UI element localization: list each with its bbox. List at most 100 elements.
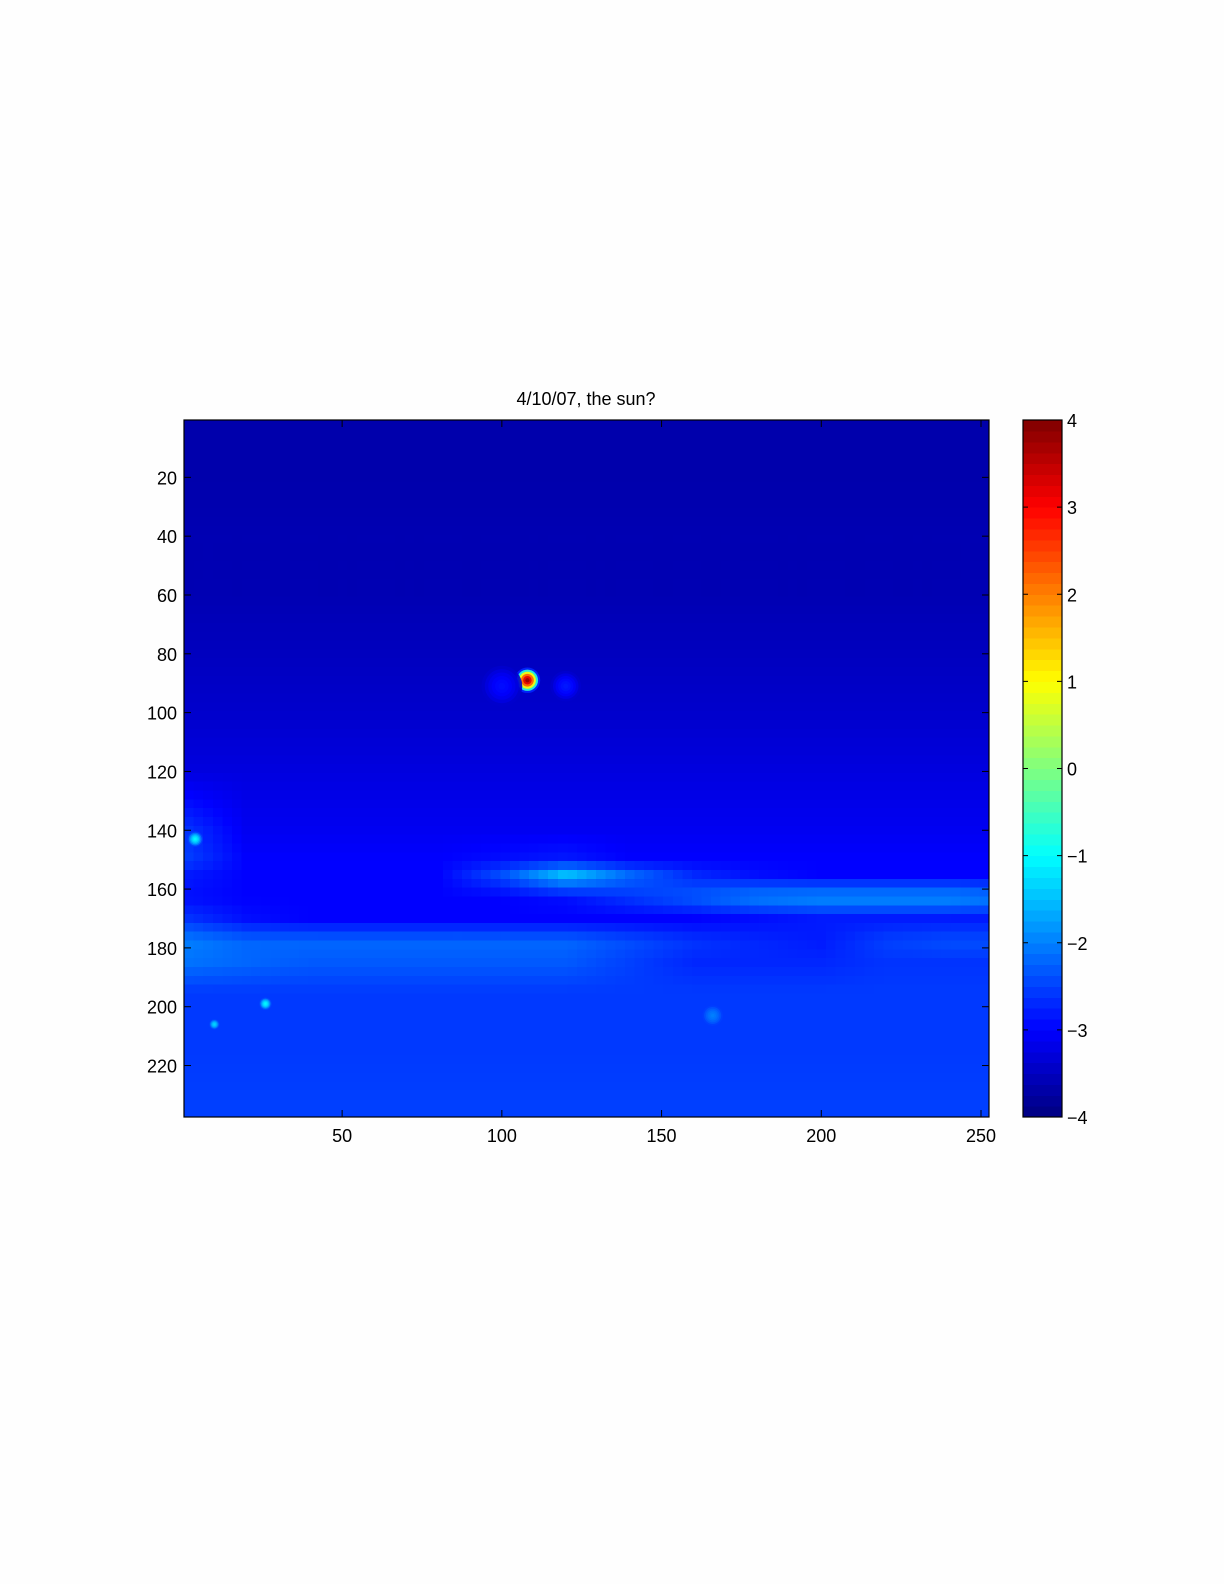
heatmap-cell xyxy=(912,578,923,589)
heatmap-cell xyxy=(806,543,818,553)
heatmap-cell xyxy=(931,799,942,809)
heatmap-cell xyxy=(701,552,712,562)
heatmap-cell xyxy=(969,711,981,721)
heatmap-cell xyxy=(452,861,463,871)
heatmap-cell xyxy=(672,817,683,827)
heatmap-cell xyxy=(184,719,195,730)
heatmap-cell xyxy=(749,481,760,492)
heatmap-cell xyxy=(576,569,588,580)
heatmap-cell xyxy=(231,728,243,739)
heatmap-cell xyxy=(711,790,722,800)
heatmap-cell xyxy=(519,561,530,571)
heatmap-cell xyxy=(778,869,789,880)
heatmap-cell xyxy=(442,852,453,862)
heatmap-cell xyxy=(490,764,501,774)
heatmap-cell xyxy=(941,437,952,448)
heatmap-cell xyxy=(845,481,856,492)
heatmap-cell xyxy=(969,878,981,889)
heatmap-cell xyxy=(299,843,310,853)
heatmap-cell xyxy=(720,878,731,889)
heatmap-cell xyxy=(308,640,319,650)
heatmap-cell xyxy=(548,578,559,589)
heatmap-cell xyxy=(730,772,741,783)
heatmap-cell xyxy=(644,799,655,809)
heatmap-cell xyxy=(778,693,789,703)
heatmap-cell xyxy=(452,825,463,836)
heatmap-cell xyxy=(375,781,386,792)
heatmap-cell xyxy=(835,693,846,703)
heatmap-cell xyxy=(835,667,846,677)
heatmap-cell xyxy=(691,490,703,501)
heatmap-cell xyxy=(749,658,760,668)
heatmap-cell xyxy=(212,896,223,906)
heatmap-cell xyxy=(327,640,338,650)
heatmap-cell xyxy=(653,861,664,871)
heatmap-cell xyxy=(663,843,674,853)
heatmap-cell xyxy=(279,896,291,906)
heatmap-cell xyxy=(461,605,473,615)
heatmap-cell xyxy=(749,640,760,650)
heatmap-cell xyxy=(318,940,329,950)
heatmap-cell xyxy=(222,852,233,862)
heatmap-cell xyxy=(538,481,549,492)
heatmap-cell xyxy=(404,605,415,615)
heatmap-cell xyxy=(921,472,933,483)
heatmap-cell xyxy=(605,825,616,836)
heatmap-cell xyxy=(759,693,770,703)
heatmap-cell xyxy=(538,675,549,686)
heatmap-cell xyxy=(270,693,281,703)
heatmap-cell xyxy=(509,543,521,553)
heatmap-cell xyxy=(289,878,300,889)
heatmap-cell xyxy=(509,658,521,668)
heatmap-cell xyxy=(519,931,530,942)
heatmap-cell xyxy=(433,896,444,906)
heatmap-cell xyxy=(423,843,434,853)
heatmap-cell xyxy=(299,808,310,818)
heatmap-cell xyxy=(950,605,961,615)
heatmap-cell xyxy=(682,420,693,430)
heatmap-cell xyxy=(624,728,636,739)
heatmap-cell xyxy=(576,869,588,880)
heatmap-cell xyxy=(902,843,913,853)
heatmap-cell xyxy=(644,525,655,536)
heatmap-cell xyxy=(423,808,434,818)
heatmap-cell xyxy=(442,578,453,589)
heatmap-cell xyxy=(193,614,204,624)
heatmap-cell xyxy=(596,622,607,633)
heatmap-cell xyxy=(318,781,329,792)
heatmap-cell xyxy=(596,667,607,677)
heatmap-cell xyxy=(826,711,837,721)
heatmap-cell xyxy=(203,428,214,439)
heatmap-cell xyxy=(222,825,233,836)
heatmap-cell xyxy=(979,640,990,650)
heatmap-cell xyxy=(385,799,396,809)
heatmap-cell xyxy=(854,799,866,809)
heatmap-cell xyxy=(519,428,530,439)
heatmap-cell xyxy=(241,649,252,659)
heatmap-cell xyxy=(682,499,693,509)
heatmap-cell xyxy=(423,649,434,659)
heatmap-cell xyxy=(586,543,597,553)
heatmap-cell xyxy=(433,428,444,439)
heatmap-cell xyxy=(682,481,693,492)
heatmap-cell xyxy=(576,843,588,853)
heatmap-cell xyxy=(567,578,578,589)
heatmap-cell xyxy=(883,834,894,845)
heatmap-cell xyxy=(318,825,329,836)
heatmap-cell xyxy=(797,428,808,439)
heatmap-cell xyxy=(270,631,281,642)
heatmap-cell xyxy=(452,561,463,571)
heatmap-cell xyxy=(969,808,981,818)
heatmap-cell xyxy=(576,420,588,430)
heatmap-cell xyxy=(816,481,827,492)
heatmap-cell xyxy=(366,869,377,880)
heatmap-cell xyxy=(691,472,703,483)
heatmap-cell xyxy=(816,905,827,915)
heatmap-cell xyxy=(356,428,367,439)
heatmap-cell xyxy=(663,464,674,474)
heatmap-cell xyxy=(663,905,674,915)
heatmap-cell xyxy=(414,817,425,827)
heatmap-cell xyxy=(385,772,396,783)
heatmap-cell xyxy=(490,490,501,501)
heatmap-cell xyxy=(950,622,961,633)
